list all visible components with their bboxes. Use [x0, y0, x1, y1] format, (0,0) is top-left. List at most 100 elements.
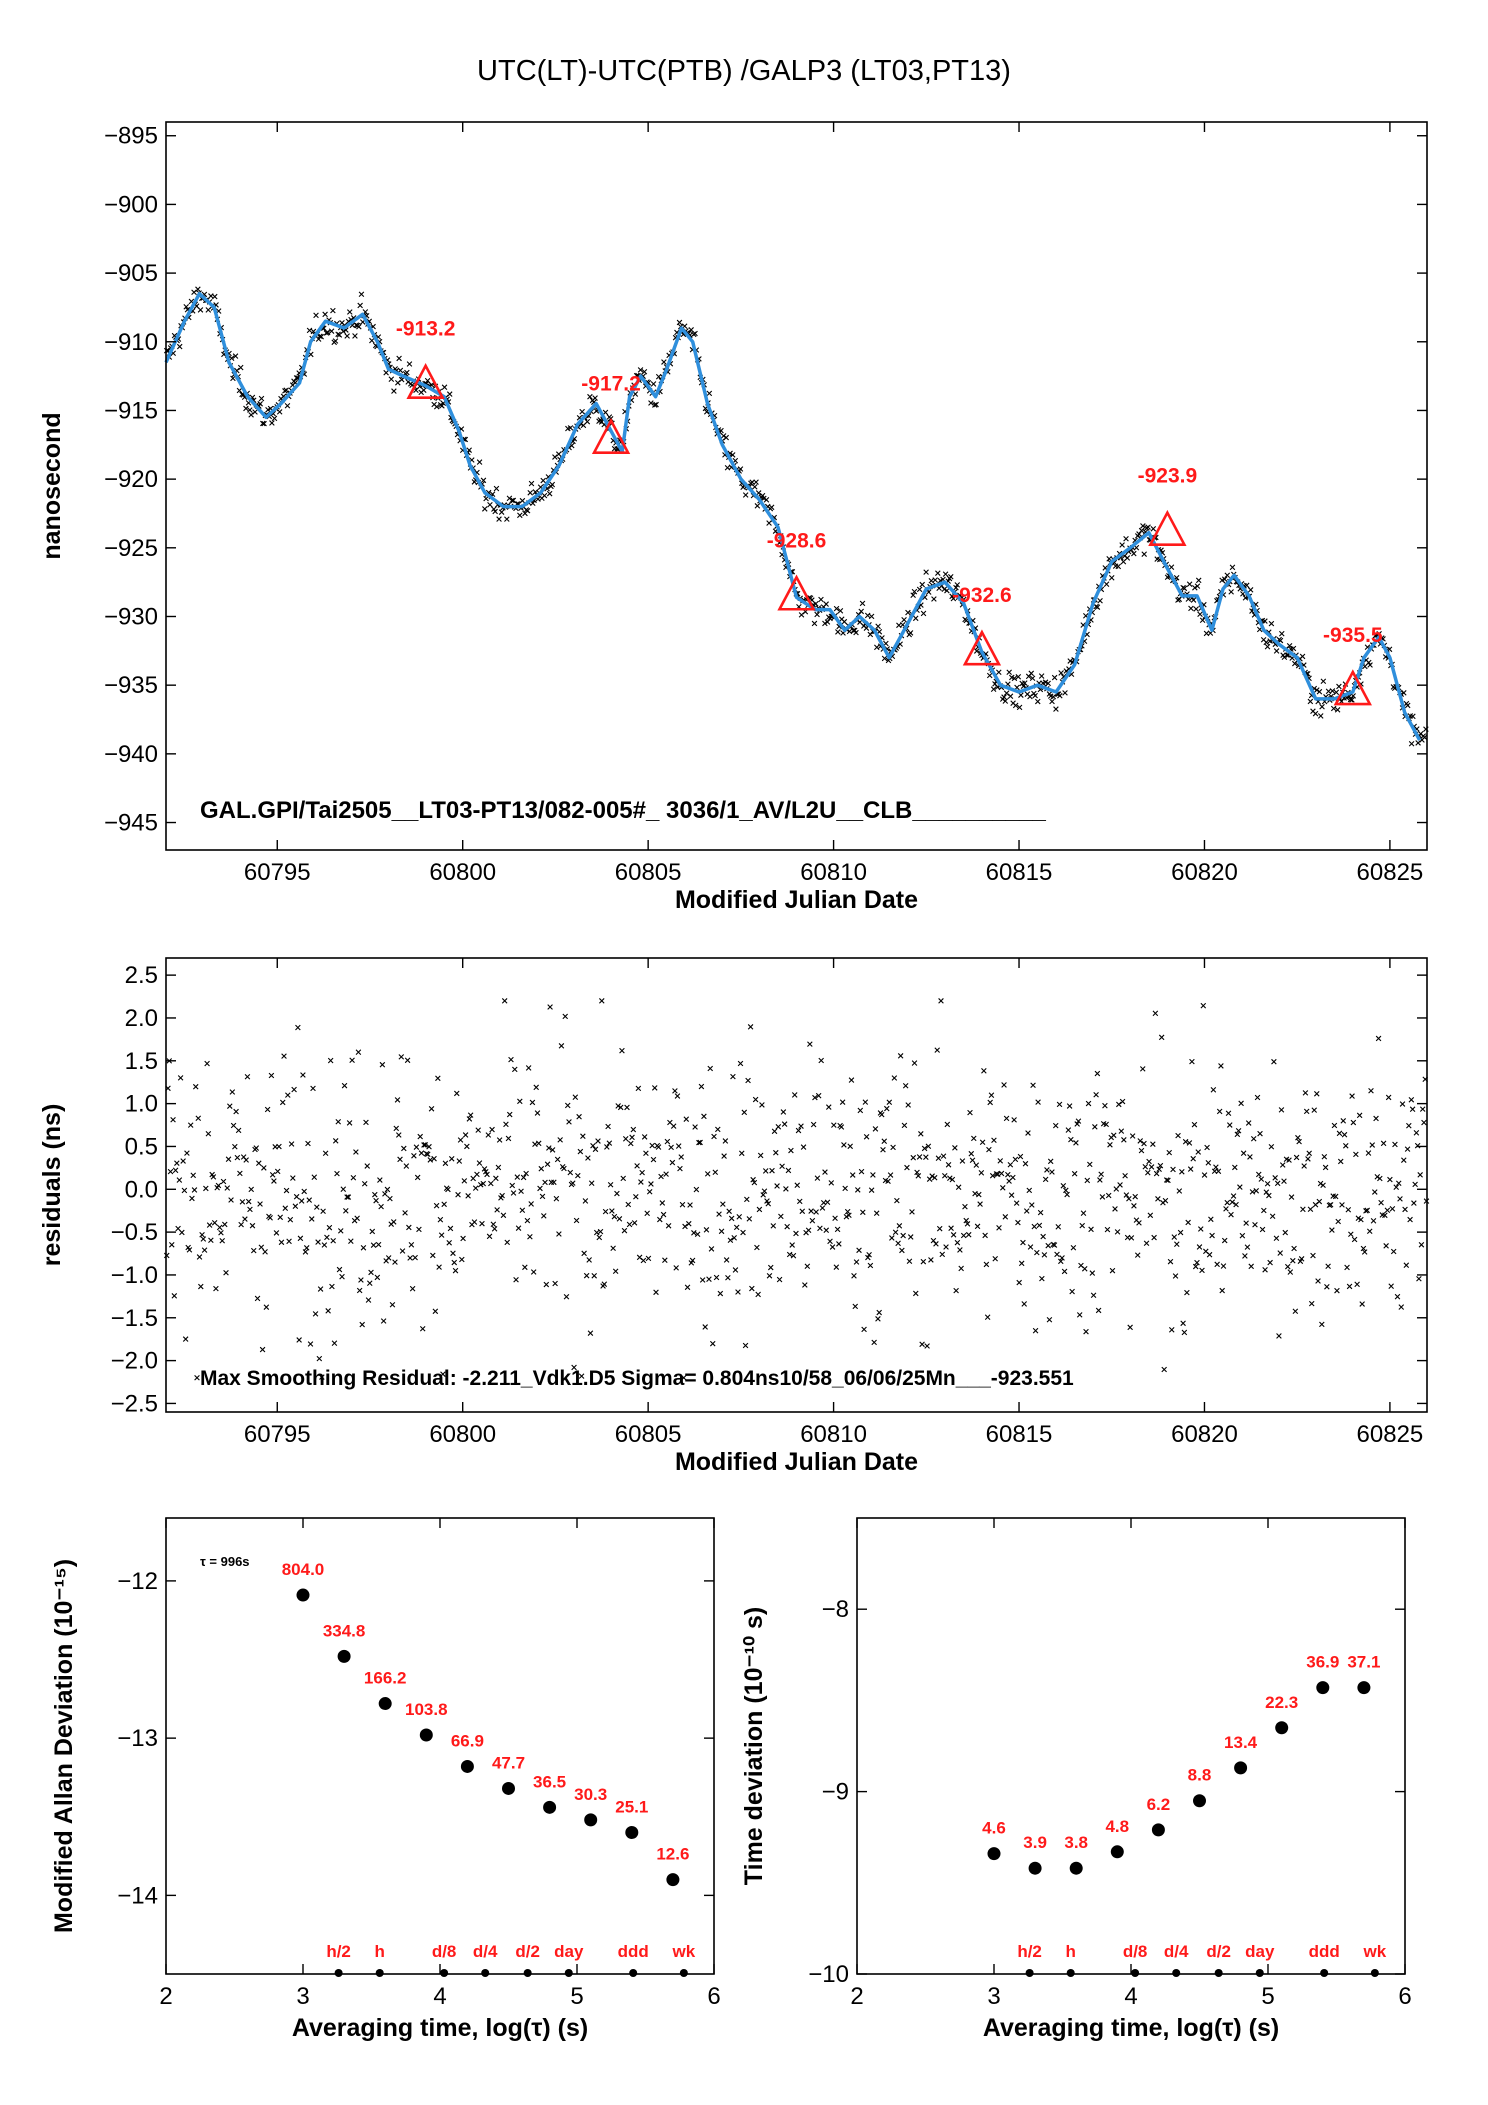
residual-point [1374, 1174, 1381, 1180]
residual-point [1243, 1220, 1249, 1226]
data-point [1197, 611, 1203, 618]
residual-point [960, 1232, 967, 1239]
residual-point [1172, 1273, 1179, 1279]
residual-point [925, 1143, 932, 1150]
deviation-value-label: 22.3 [1265, 1693, 1298, 1712]
residual-point [796, 1198, 803, 1205]
residual-point [1356, 1112, 1363, 1119]
residual-point [354, 1215, 360, 1222]
data-point [1316, 688, 1323, 695]
residual-point [211, 1219, 218, 1226]
x-axis-label: Modified Julian Date [675, 886, 918, 914]
residual-point [390, 1219, 397, 1225]
residual-point [1046, 1316, 1053, 1323]
residual-point [461, 1178, 468, 1184]
residual-point [290, 1175, 296, 1181]
residual-point [630, 1126, 637, 1133]
data-point [1124, 555, 1131, 561]
data-point [812, 601, 819, 607]
deviation-value-label: 804.0 [282, 1560, 325, 1579]
residual-point [1286, 1157, 1292, 1163]
residual-point [368, 1269, 374, 1276]
x-tick-label: 2 [850, 1983, 863, 2010]
residual-point [288, 1141, 295, 1147]
deviation-point [666, 1873, 680, 1887]
residual-point [283, 1187, 290, 1194]
y-tick-label: −13 [117, 1725, 158, 1752]
residual-point [1419, 1106, 1426, 1112]
residual-point [1039, 1275, 1045, 1282]
residual-point [649, 1142, 656, 1149]
residual-point [750, 1176, 756, 1183]
interval-label: ddd [618, 1942, 649, 1961]
residual-point [1045, 1242, 1051, 1249]
residual-point [846, 1212, 852, 1219]
data-point [1002, 698, 1009, 704]
residual-point [1022, 1160, 1029, 1167]
residual-point [1218, 1063, 1224, 1069]
residual-point [721, 1153, 727, 1159]
x-tick-label: 60800 [429, 1421, 496, 1448]
residual-point [176, 1177, 183, 1183]
interval-marker [1172, 1969, 1181, 1977]
residual-point [704, 1171, 711, 1177]
residual-point [923, 1154, 929, 1160]
residual-point [1346, 1283, 1353, 1290]
deviation-point [584, 1813, 598, 1827]
residual-point [1277, 1250, 1283, 1256]
residual-point [1319, 1321, 1325, 1328]
residual-point [356, 1287, 363, 1294]
residual-point [895, 1240, 901, 1247]
residual-point [766, 1272, 773, 1279]
residual-point [456, 1158, 463, 1164]
data-point [396, 355, 402, 362]
residual-point [736, 1214, 743, 1220]
residual-point [718, 1228, 725, 1235]
residual-point [542, 1179, 548, 1186]
residual-point [244, 1073, 251, 1080]
residual-point [892, 1229, 899, 1236]
residual-point [573, 1217, 580, 1224]
residual-point [1351, 1236, 1358, 1243]
residual-point [332, 1138, 339, 1144]
residual-point [1134, 1252, 1141, 1258]
residual-point [828, 1180, 835, 1186]
residual-point [851, 1273, 857, 1279]
residual-point [873, 1210, 880, 1216]
data-point [759, 492, 766, 499]
residual-point [1055, 1224, 1062, 1230]
residual-point [1287, 1269, 1294, 1275]
data-point [344, 333, 350, 339]
residual-point [274, 1168, 281, 1175]
data-point [420, 387, 427, 393]
residual-point [1026, 1187, 1033, 1194]
data-point [391, 388, 397, 394]
residual-point [1171, 1234, 1178, 1240]
data-point [330, 307, 336, 314]
residual-point [957, 1247, 963, 1253]
residual-point [1040, 1233, 1046, 1240]
data-point [549, 481, 556, 488]
residual-point [281, 1053, 287, 1059]
data-point [555, 451, 562, 457]
data-point [1094, 604, 1101, 610]
residual-point [697, 1139, 703, 1146]
data-point [811, 620, 818, 627]
data-point [754, 503, 761, 509]
residual-point [1034, 1249, 1040, 1256]
residual-point [1127, 1324, 1133, 1331]
residual-point [996, 1225, 1002, 1231]
residual-point [305, 1140, 311, 1147]
residual-point [737, 1060, 744, 1067]
residual-point [762, 1168, 769, 1174]
residual-point [1181, 1329, 1188, 1336]
residual-point [184, 1150, 190, 1156]
data-point [768, 504, 775, 511]
y-tick-label: −900 [104, 191, 158, 218]
residual-point [973, 1162, 980, 1168]
residual-point [1295, 1134, 1301, 1141]
residual-point [1233, 1201, 1239, 1208]
residual-point [399, 1248, 406, 1254]
residual-point [829, 1244, 836, 1250]
residual-point [992, 1255, 999, 1262]
